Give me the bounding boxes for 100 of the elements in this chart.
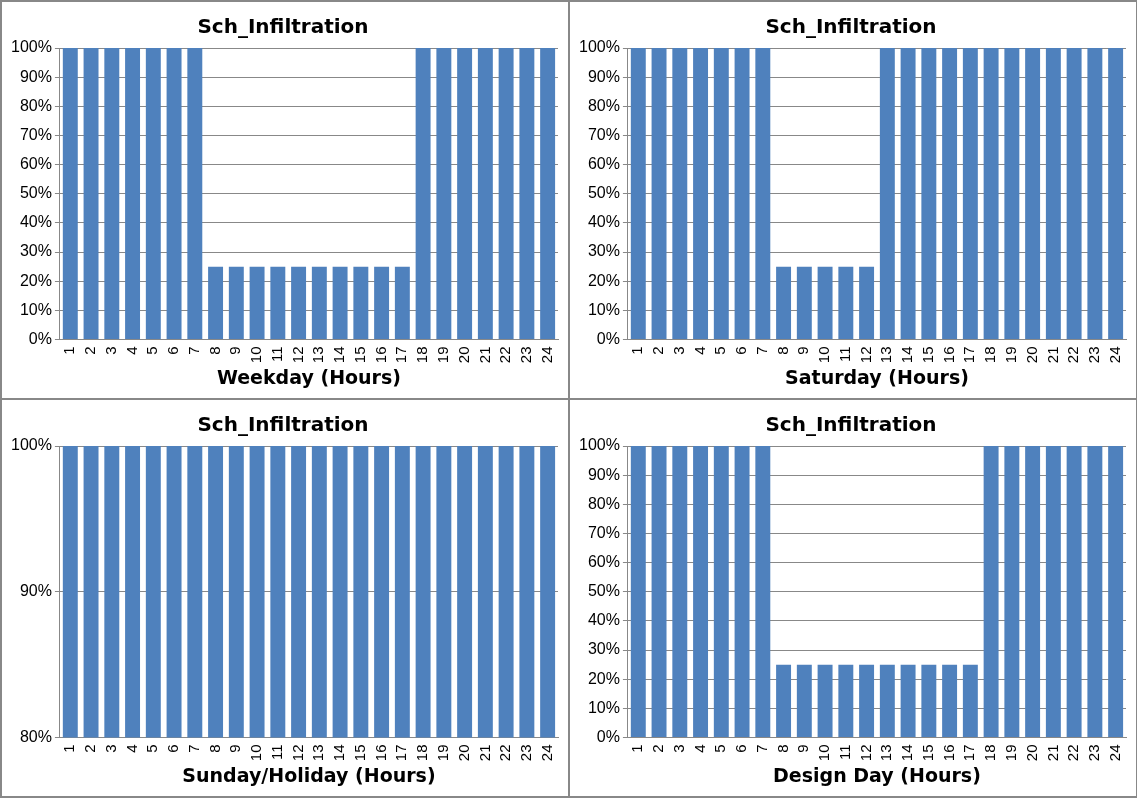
x-tick-label: 15 [350, 346, 368, 364]
y-tick-label: 90% [587, 67, 620, 85]
x-tick-label: 3 [669, 346, 687, 355]
x-tick-label: 4 [122, 346, 140, 355]
y-tick-label: 80% [587, 96, 620, 114]
x-tick-label: 4 [122, 744, 140, 753]
x-tick-label: 7 [184, 346, 202, 355]
y-tick-label: 20% [587, 271, 620, 289]
x-tick-label: 19 [1002, 346, 1019, 364]
y-tick-label: 10% [587, 300, 620, 318]
y-tick-label: 100% [11, 436, 52, 454]
x-tick-label: 23 [517, 346, 535, 364]
x-tick-label: 9 [226, 346, 244, 355]
chart-title: Sch_Infiltration [765, 14, 937, 39]
x-tick-label: 20 [454, 744, 472, 762]
y-tick-label: 70% [587, 523, 620, 541]
x-tick-label: 20 [454, 346, 472, 364]
x-tick-label: 24 [537, 744, 555, 762]
x-tick-label: 1 [60, 346, 78, 355]
x-tick-label: 24 [1105, 744, 1123, 762]
x-tick-label: 23 [517, 744, 535, 762]
x-tick-label: 7 [752, 346, 770, 355]
y-tick-label: 100% [579, 38, 620, 56]
x-tick-label: 15 [918, 346, 936, 364]
x-tick-label: 19 [434, 744, 451, 762]
x-tick-label: 20 [1022, 744, 1040, 762]
y-tick-label: 90% [19, 67, 52, 85]
y-tick-label: 20% [587, 669, 620, 687]
x-tick-label: 23 [1085, 346, 1103, 364]
y-tick-label: 0% [28, 329, 52, 347]
y-tick-label: 10% [587, 698, 620, 716]
y-tick-label: 40% [19, 213, 52, 231]
x-tick-label: 18 [413, 346, 431, 364]
x-tick-label: 14 [898, 346, 916, 364]
x-tick-label: 11 [267, 346, 285, 363]
x-tick-label: 12 [856, 744, 874, 762]
x-tick-label: 9 [226, 744, 244, 753]
x-tick-label: 17 [392, 744, 410, 762]
x-tick-label: 10 [247, 346, 265, 364]
x-tick-label: 1 [628, 744, 646, 753]
y-tick-label: 40% [587, 213, 620, 231]
x-tick-label: 8 [773, 346, 791, 355]
x-tick-label: 1 [628, 346, 646, 355]
x-tick-label: 11 [835, 346, 853, 363]
y-tick-label: 30% [587, 242, 620, 260]
x-tick-label: 11 [267, 744, 285, 761]
x-tick-label: 22 [1064, 346, 1082, 364]
y-tick-label: 80% [19, 727, 52, 745]
x-tick-label: 15 [350, 744, 368, 762]
x-tick-label: 16 [939, 744, 957, 762]
y-tick-label: 20% [19, 271, 52, 289]
x-tick-label: 18 [981, 744, 999, 762]
x-tick-label: 12 [288, 744, 306, 762]
x-tick-label: 6 [164, 346, 182, 355]
x-tick-label: 10 [815, 744, 833, 762]
y-tick-label: 50% [19, 184, 52, 202]
y-tick-label: 60% [587, 553, 620, 571]
x-tick-label: 24 [1105, 346, 1123, 364]
x-tick-label: 17 [960, 346, 978, 364]
x-tick-label: 14 [898, 744, 916, 762]
x-tick-label: 10 [247, 744, 265, 762]
x-tick-label: 12 [856, 346, 874, 364]
x-tick-label: 16 [939, 346, 957, 364]
x-tick-label: 17 [960, 744, 978, 762]
x-tick-label: 6 [732, 744, 750, 753]
x-tick-label: 21 [1043, 744, 1061, 762]
x-axis-title: Weekday (Hours) [216, 365, 401, 388]
x-tick-label: 4 [690, 346, 708, 355]
x-tick-label: 8 [773, 744, 791, 753]
chart-title: Sch_Infiltration [197, 14, 369, 39]
x-tick-label: 16 [371, 744, 389, 762]
x-tick-label: 22 [1064, 744, 1082, 762]
x-tick-label: 11 [835, 744, 853, 761]
x-tick-label: 2 [649, 346, 667, 355]
y-tick-label: 100% [11, 38, 52, 56]
x-tick-label: 1 [60, 744, 78, 753]
x-tick-label: 13 [309, 346, 327, 364]
x-tick-label: 2 [649, 744, 667, 753]
x-tick-label: 22 [496, 744, 514, 762]
x-tick-label: 17 [392, 346, 410, 364]
x-tick-label: 14 [330, 346, 348, 364]
x-tick-label: 22 [496, 346, 514, 364]
x-tick-label: 18 [981, 346, 999, 364]
x-tick-label: 15 [918, 744, 936, 762]
y-tick-label: 10% [19, 300, 52, 318]
y-tick-label: 30% [19, 242, 52, 260]
y-tick-label: 80% [587, 494, 620, 512]
x-tick-label: 20 [1022, 346, 1040, 364]
y-tick-label: 70% [587, 125, 620, 143]
y-tick-label: 90% [587, 465, 620, 483]
x-axis-title: Sunday/Holiday (Hours) [182, 763, 436, 786]
chart-title: Sch_Infiltration [765, 412, 937, 437]
y-tick-label: 40% [587, 611, 620, 629]
x-tick-label: 13 [877, 744, 895, 762]
x-tick-label: 13 [877, 346, 895, 364]
x-tick-label: 4 [690, 744, 708, 753]
x-tick-label: 10 [815, 346, 833, 364]
y-tick-label: 60% [19, 155, 52, 173]
x-tick-label: 5 [143, 744, 161, 753]
x-tick-label: 3 [669, 744, 687, 753]
